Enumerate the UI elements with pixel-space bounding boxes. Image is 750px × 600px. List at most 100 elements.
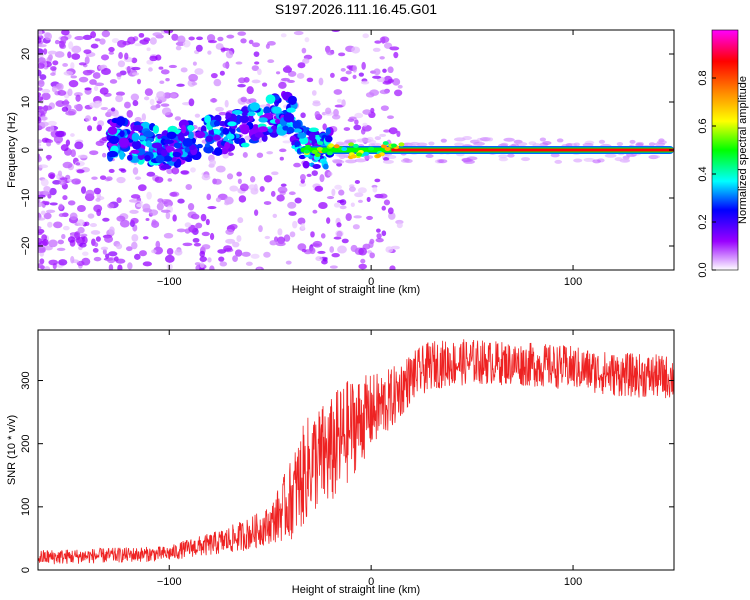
heatmap-cell [160, 103, 170, 107]
heatmap-cell [339, 205, 347, 210]
heatmap-cell [108, 226, 115, 235]
heatmap-cell [61, 106, 69, 112]
heatmap-cell [92, 248, 99, 253]
heatmap-cell [47, 221, 53, 228]
heatmap-cell [58, 203, 64, 210]
heatmap-cell [226, 133, 235, 140]
heatmap-cell [232, 241, 240, 248]
heatmap-cell [174, 249, 183, 256]
heatmap-cell [279, 156, 284, 161]
heatmap-cell [75, 162, 81, 166]
heatmap-cell [372, 75, 382, 79]
heatmap-cell [224, 201, 230, 206]
heatmap-cell [329, 265, 338, 269]
heatmap-cell [382, 68, 387, 73]
heatmap-cell [115, 94, 124, 103]
colorbar-tick-label: 0.0 [697, 262, 709, 277]
heatmap-cell [58, 40, 65, 49]
heatmap-cell [428, 141, 435, 146]
heatmap-cell [213, 178, 222, 185]
heatmap-cell [38, 197, 41, 203]
heatmap-cell [248, 39, 254, 45]
heatmap-cell [96, 124, 103, 132]
heatmap-cell [38, 201, 44, 208]
ridge-blob [321, 148, 328, 153]
heatmap-cell [237, 31, 247, 36]
heatmap-cell [151, 249, 157, 254]
heatmap-cell [241, 251, 251, 257]
heatmap-cell [360, 80, 370, 85]
heatmap-cell [163, 92, 172, 99]
heatmap-cell [583, 157, 595, 162]
heatmap-cell [275, 71, 281, 75]
heatmap-cell [224, 141, 231, 150]
heatmap-cell [38, 139, 43, 144]
heatmap-cell [219, 261, 228, 267]
ridge-blob [341, 147, 348, 152]
heatmap-cell [375, 237, 384, 243]
heatmap-cell [249, 175, 256, 183]
heatmap-cell [387, 154, 397, 159]
heatmap-cell [340, 76, 349, 82]
heatmap-cell [95, 197, 101, 202]
heatmap-cell [58, 259, 68, 266]
heatmap-cell [325, 127, 331, 135]
heatmap-cell [171, 33, 179, 41]
heatmap-cell [462, 136, 472, 141]
y-tick-label: 0 [20, 147, 32, 153]
y-tick-label: 200 [20, 435, 32, 453]
heatmap-cell [498, 154, 508, 159]
heatmap-cell [521, 157, 531, 162]
heatmap-cell [312, 163, 321, 169]
heatmap-cell [224, 99, 229, 108]
heatmap-cell [84, 87, 92, 91]
heatmap-cell [201, 244, 211, 250]
heatmap-cell [49, 202, 58, 206]
heatmap-cell [131, 57, 138, 64]
heatmap-cell [87, 213, 95, 219]
y-tick-label: −20 [20, 237, 32, 256]
heatmap-cell [109, 79, 118, 84]
heatmap-cell [149, 37, 157, 45]
heatmap-cell [143, 37, 151, 42]
heatmap-cell [100, 106, 109, 111]
heatmap-cell [182, 242, 193, 247]
x-tick-label: 100 [564, 576, 582, 588]
heatmap-cell [188, 98, 195, 107]
heatmap-cell [396, 222, 403, 229]
heatmap-cell [52, 60, 59, 66]
heatmap-cell [376, 233, 382, 239]
heatmap-cell [53, 221, 63, 229]
heatmap-cell [95, 140, 105, 146]
heatmap-cell [69, 212, 78, 221]
heatmap-cell [131, 72, 140, 76]
heatmap-cell [210, 72, 218, 79]
heatmap-cell [119, 150, 125, 160]
heatmap-cell [300, 222, 306, 230]
heatmap-cell [366, 215, 373, 220]
heatmap-cell [99, 175, 107, 180]
heatmap-cell [286, 126, 295, 134]
heatmap-cell [215, 106, 224, 112]
heatmap-cell [388, 127, 398, 135]
heatmap-cell [138, 32, 145, 38]
heatmap-cell [380, 105, 389, 111]
heatmap-cell [209, 98, 218, 103]
heatmap-cell [70, 256, 75, 264]
heatmap-cell [265, 43, 270, 49]
heatmap-cell [129, 209, 136, 214]
heatmap-cell [372, 47, 381, 52]
heatmap-cell [50, 66, 57, 71]
heatmap-cell [156, 202, 164, 211]
heatmap-cell [38, 143, 42, 147]
heatmap-cell [357, 199, 363, 203]
heatmap-cell [148, 67, 153, 72]
heatmap-cell [327, 171, 333, 177]
heatmap-cell [38, 111, 41, 117]
heatmap-cell [70, 133, 75, 137]
heatmap-cell [49, 125, 55, 132]
heatmap-cell [161, 107, 172, 116]
heatmap-cell [54, 51, 65, 58]
heatmap-cell [160, 164, 172, 170]
